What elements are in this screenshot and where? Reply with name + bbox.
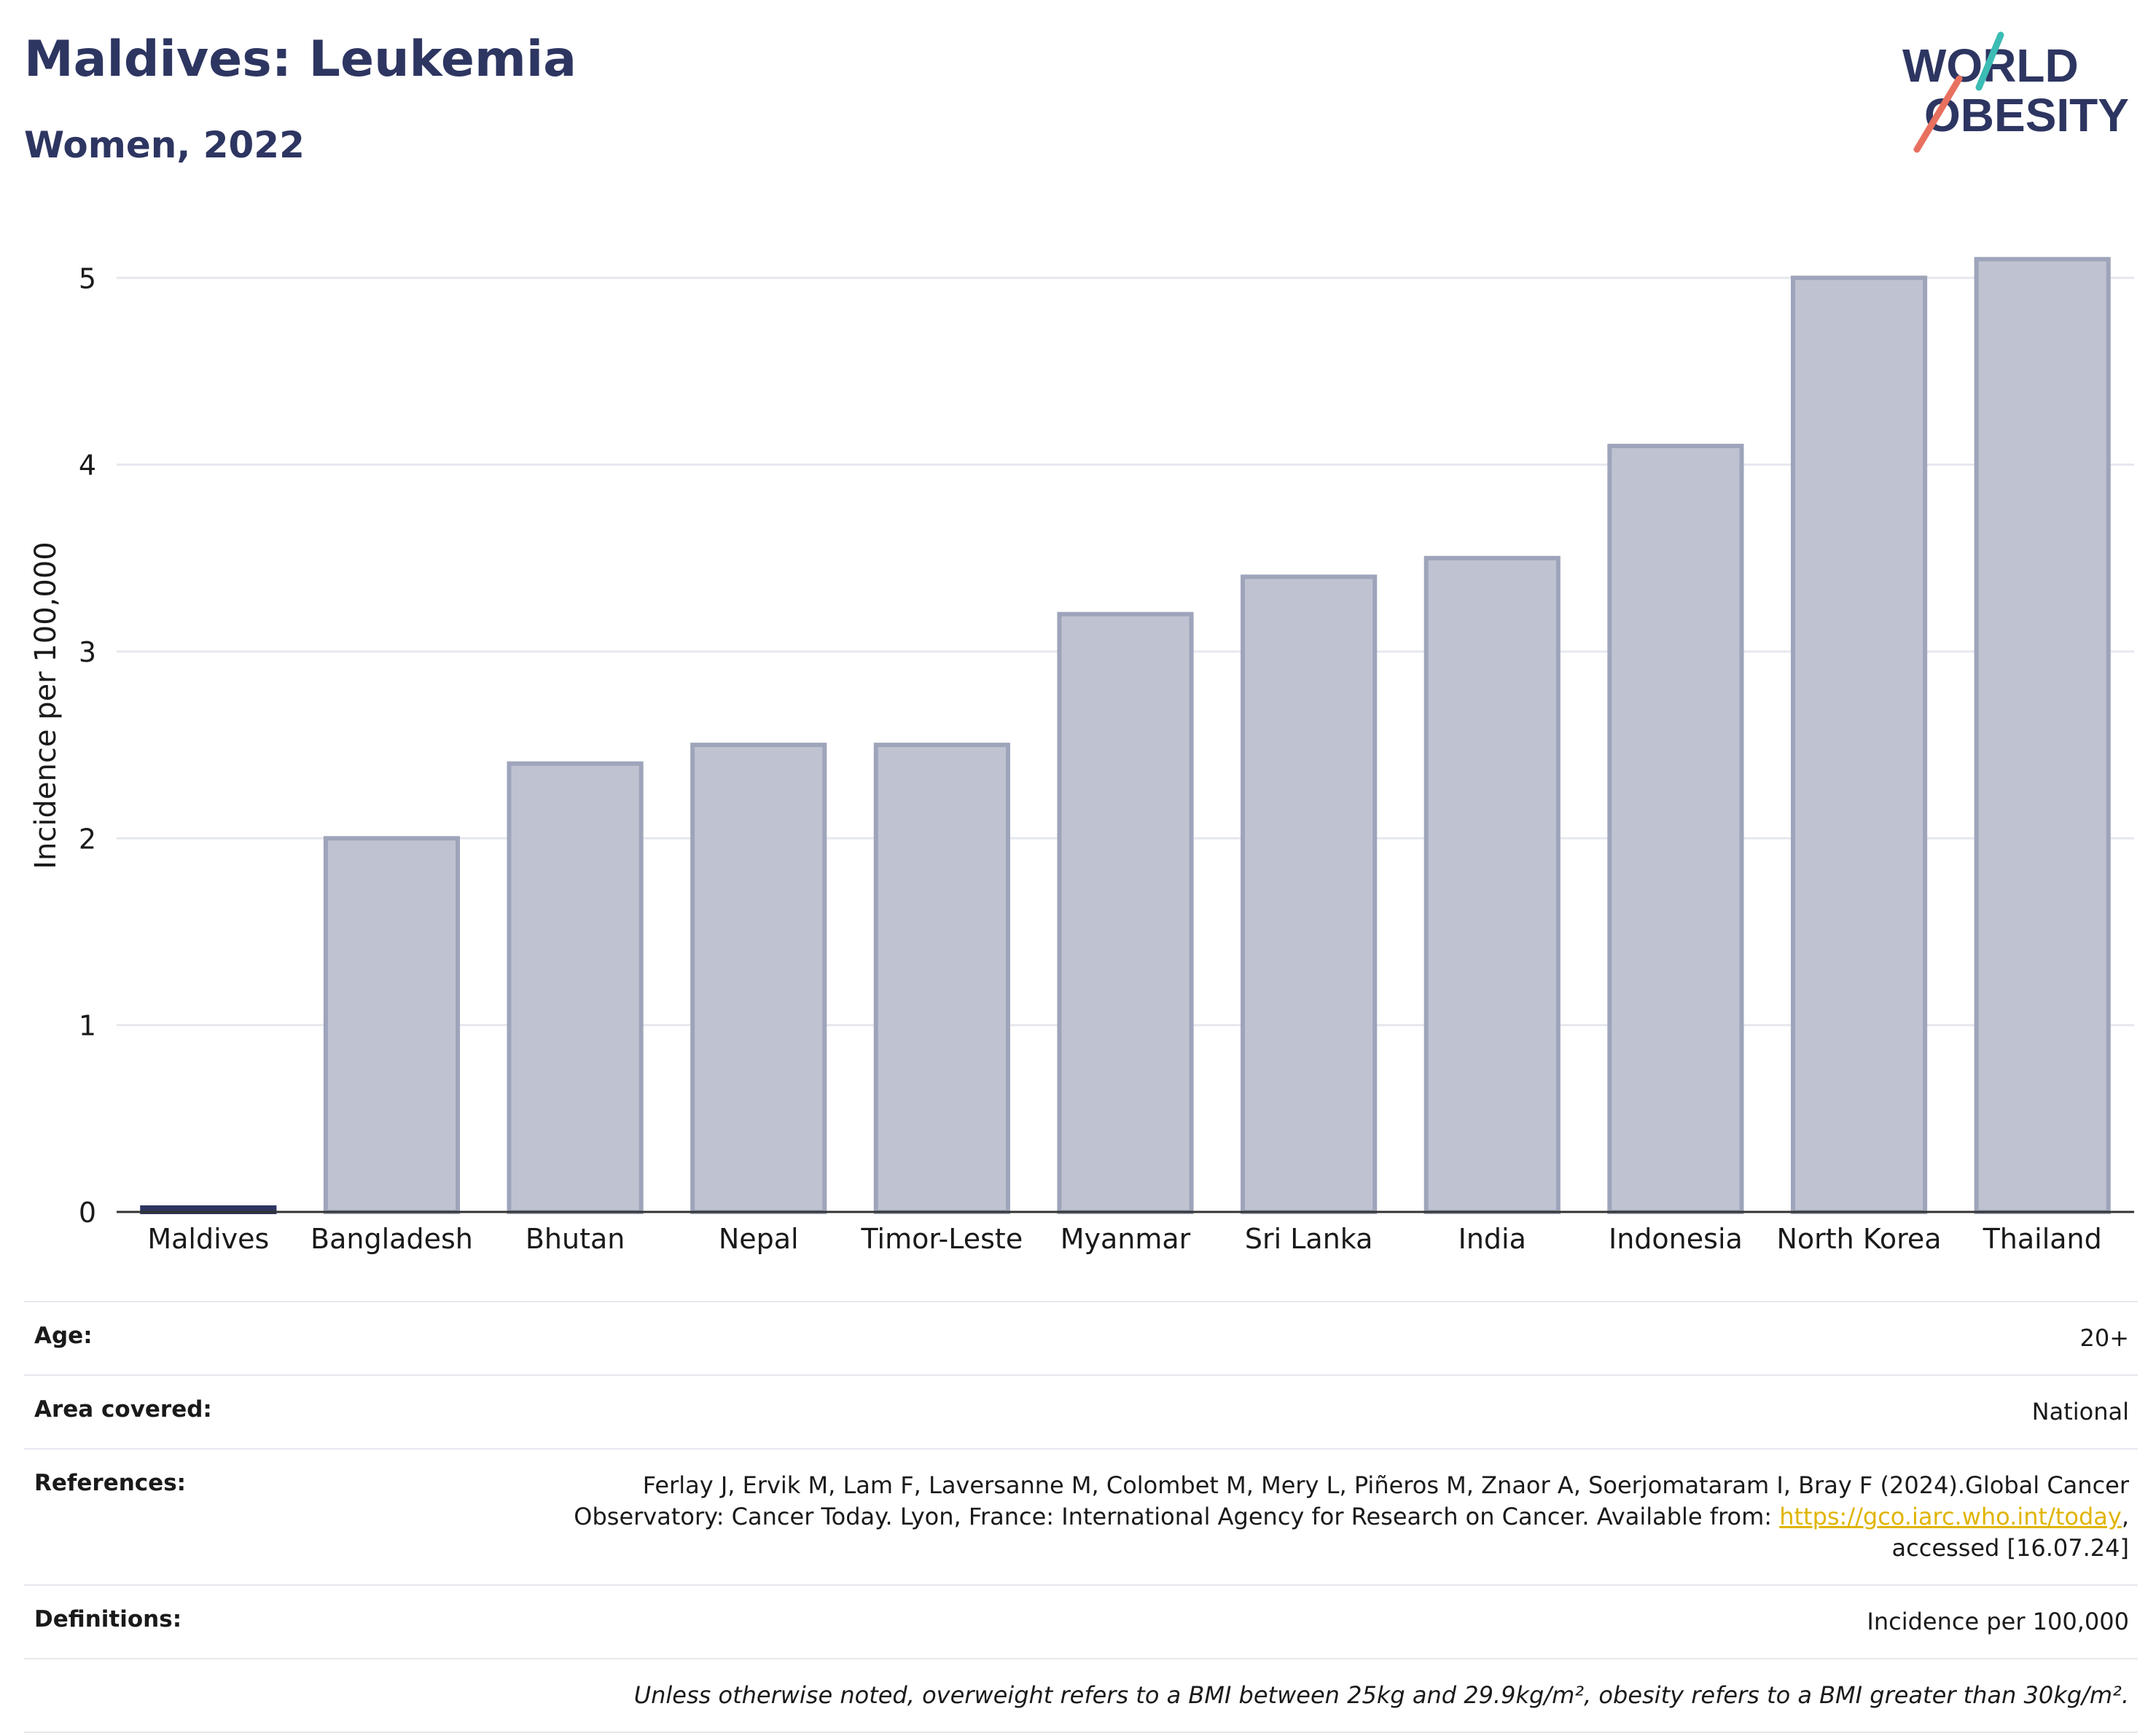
area-label: Area covered: — [34, 1396, 212, 1423]
x-tick-label: Nepal — [719, 1223, 799, 1255]
bar — [1607, 443, 1744, 1215]
area-value: National — [2031, 1398, 2129, 1425]
page-subtitle: Women, 2022 — [24, 124, 305, 166]
page-title: Maldives: Leukemia — [24, 31, 577, 88]
bar — [323, 836, 461, 1215]
age-label: Age: — [34, 1323, 93, 1349]
meta-row-definitions: Definitions: Incidence per 100,000 — [24, 1584, 2138, 1658]
x-tick-label: Indonesia — [1609, 1223, 1743, 1255]
logo-slash-teal — [1975, 31, 2004, 91]
y-tick-label: 4 — [79, 450, 96, 482]
meta-row-area: Area covered: National — [24, 1374, 2138, 1448]
x-tick-label: North Korea — [1776, 1223, 1941, 1255]
bar — [690, 743, 827, 1214]
x-tick-label: Sri Lanka — [1245, 1223, 1373, 1255]
logo-word-obesity: OBESITY — [1924, 89, 2129, 141]
bmi-note: Unless otherwise noted, overweight refer… — [633, 1681, 2129, 1709]
world-obesity-logo: WORLD OBESITY — [1902, 31, 2129, 153]
age-value: 20+ — [2079, 1324, 2129, 1352]
references-link[interactable]: https://gco.iarc.who.int/today — [1779, 1503, 2122, 1530]
x-tick-label: India — [1458, 1223, 1526, 1255]
bar — [1057, 611, 1194, 1214]
references-text-2: Observatory: Cancer Today. Lyon, France:… — [574, 1503, 1773, 1530]
meta-row-references: References: Ferlay J, Ervik M, Lam F, La… — [24, 1448, 2138, 1584]
metadata-table: Age: 20+ Area covered: National Referenc… — [24, 1301, 2138, 1733]
bar — [507, 761, 644, 1215]
references-value: Ferlay J, Ervik M, Lam F, Laversanne M, … — [574, 1471, 2129, 1562]
x-tick-label: Bangladesh — [310, 1223, 473, 1255]
meta-row-note: Unless otherwise noted, overweight refer… — [24, 1658, 2138, 1733]
bar — [1790, 275, 1928, 1214]
y-tick-label: 1 — [79, 1010, 96, 1042]
x-tick-label: Bhutan — [526, 1223, 625, 1255]
x-tick-label: Myanmar — [1061, 1223, 1191, 1255]
y-tick-label: 0 — [79, 1197, 96, 1229]
definitions-value: Incidence per 100,000 — [1867, 1608, 2129, 1635]
bars — [140, 257, 2111, 1215]
y-axis-label: Incidence per 100,000 — [29, 541, 63, 869]
bar-chart: 0 1 2 3 4 5 Maldives Bangladesh Bhutan Nepal Timor… — [29, 257, 2134, 1255]
meta-row-age: Age: 20+ — [24, 1301, 2138, 1374]
references-label: References: — [34, 1470, 187, 1496]
y-tick-label: 3 — [79, 636, 96, 668]
references-text-1: Ferlay J, Ervik M, Lam F, Laversanne M, … — [642, 1471, 2129, 1499]
x-tick-label: Thailand — [1983, 1223, 2102, 1255]
bar — [1241, 574, 1378, 1214]
bar — [873, 743, 1010, 1214]
references-text-3: accessed [16.07.24] — [1891, 1534, 2129, 1562]
x-tick-label: Timor-Leste — [860, 1223, 1023, 1255]
x-tick-label: Maldives — [147, 1223, 269, 1255]
bar — [1423, 555, 1561, 1214]
y-tick-label: 5 — [79, 262, 96, 294]
y-tick-label: 2 — [79, 823, 96, 855]
axes: 0 1 2 3 4 5 Maldives Bangladesh Bhutan Nepal Timor… — [79, 262, 2134, 1255]
definitions-label: Definitions: — [34, 1606, 182, 1632]
logo-slash-coral — [1913, 75, 1963, 153]
bar — [1974, 257, 2111, 1214]
